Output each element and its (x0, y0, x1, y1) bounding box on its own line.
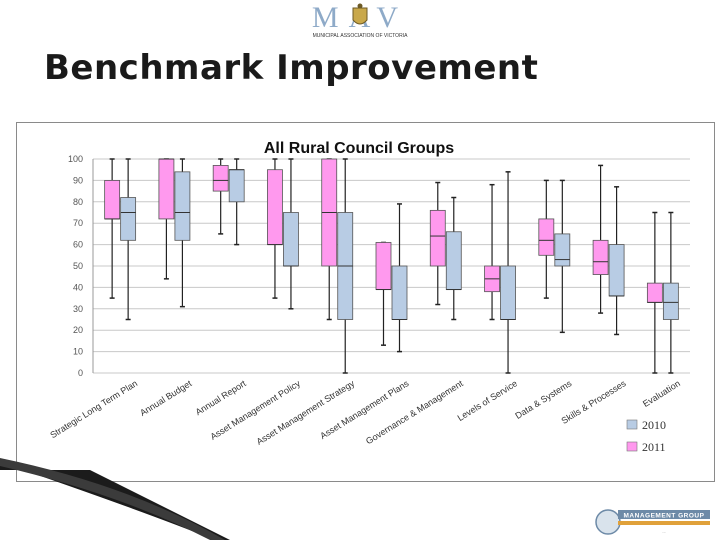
y-tick-label: 70 (73, 218, 83, 228)
y-tick-label: 60 (73, 240, 83, 250)
y-tick-label: 30 (73, 304, 83, 314)
y-tick-label: 10 (73, 347, 83, 357)
boxplot-chart: All Rural Council Groups 0 10 20 30 40 50 60 70 8… (48, 140, 690, 454)
y-tick-label: 90 (73, 175, 83, 185)
box-2010 (554, 233, 571, 267)
box-2011 (429, 209, 446, 267)
legend-label: 2010 (642, 418, 666, 432)
chart-frame: All Rural Council Groups 0 10 20 30 40 50 60 70 8… (16, 122, 715, 482)
slide-title: Benchmark Improvement (44, 48, 539, 88)
legend-swatch (626, 419, 638, 430)
y-tick-label: 80 (73, 197, 83, 207)
y-tick-label: 0 (78, 368, 83, 378)
box-2010 (174, 171, 191, 241)
box-2010 (120, 197, 137, 241)
management-group-logo: MANAGEMENT GROUP ... (595, 509, 710, 535)
mav-logo: MAV MUNICIPAL ASSOCIATION OF VICTORIA (312, 1, 408, 39)
y-tick-label: 20 (73, 325, 83, 335)
y-tick-label: 40 (73, 282, 83, 292)
box-2011 (212, 165, 229, 192)
box-2011 (592, 239, 609, 275)
globe-icon (595, 509, 621, 535)
box-2011 (538, 218, 555, 256)
y-tick-label: 50 (73, 261, 83, 271)
y-tick-label: 100 (68, 154, 83, 164)
management-group-tagline: ... (662, 529, 665, 534)
legend-label: 2011 (642, 440, 666, 454)
mav-logo-subtitle: MUNICIPAL ASSOCIATION OF VICTORIA (313, 33, 408, 39)
management-group-wordmark: MANAGEMENT GROUP (624, 513, 705, 520)
chart-title: All Rural Council Groups (264, 140, 454, 157)
box-2010 (662, 282, 679, 320)
legend-swatch (626, 441, 638, 452)
coat-of-arms-icon (352, 3, 368, 25)
